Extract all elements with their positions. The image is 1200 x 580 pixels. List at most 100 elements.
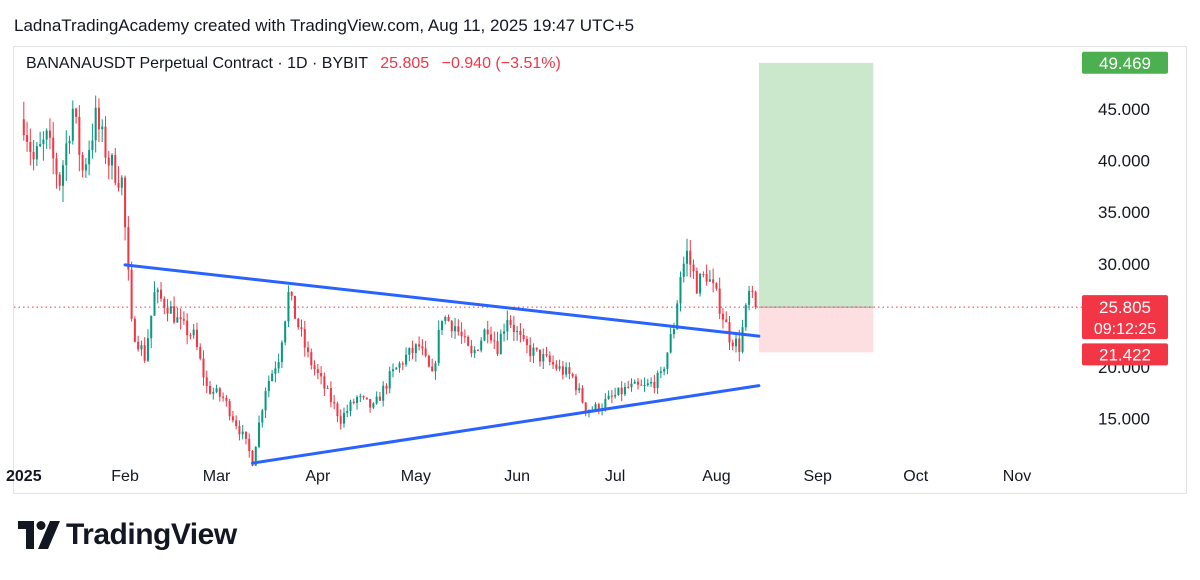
candle: [169, 300, 172, 314]
candle: [689, 239, 692, 278]
candle-body: [686, 250, 689, 264]
candle: [418, 336, 421, 351]
candle-body: [199, 347, 202, 359]
price-label-target[interactable]: [1082, 51, 1168, 74]
candle-body: [506, 319, 509, 332]
candle-body: [42, 139, 45, 145]
candle-body: [525, 338, 528, 346]
candle-body: [212, 391, 215, 394]
target-zone[interactable]: [758, 62, 874, 308]
candle: [323, 372, 326, 397]
price-label-stop[interactable]: [1082, 343, 1168, 366]
candle: [535, 347, 538, 352]
candle: [454, 317, 457, 339]
candle: [274, 361, 277, 383]
price-label-current[interactable]: [1082, 295, 1168, 340]
candle-body: [676, 303, 679, 330]
candle: [617, 387, 620, 396]
candle-body: [261, 410, 264, 423]
candle-body: [182, 319, 185, 321]
candle: [405, 347, 408, 367]
candle-body: [382, 385, 385, 401]
candle-body: [146, 338, 149, 361]
candle: [218, 387, 221, 402]
candle: [362, 395, 365, 400]
candle-body: [434, 363, 437, 372]
candle-body: [735, 338, 738, 347]
candle: [117, 166, 120, 192]
candle: [463, 329, 466, 343]
candle: [623, 382, 626, 397]
candle-body: [264, 391, 267, 411]
candle-body: [516, 331, 519, 333]
candle-body: [26, 135, 29, 142]
candle: [75, 107, 78, 124]
descending-trendline[interactable]: [123, 263, 761, 338]
symbol-legend[interactable]: BANANAUSDT Perpetual Contract · 1D · BYB…: [26, 55, 561, 73]
candle: [372, 402, 375, 410]
candle: [160, 281, 163, 302]
candle-body: [84, 164, 87, 171]
candle: [78, 105, 81, 172]
price-label-text: 25.805: [1099, 298, 1151, 317]
candle: [744, 303, 747, 331]
candle-body: [238, 426, 241, 435]
candle: [529, 337, 532, 362]
candle: [195, 322, 198, 351]
price-label-text: 21.422: [1099, 345, 1151, 364]
candle: [666, 352, 669, 375]
candle-body: [107, 157, 110, 166]
candle: [293, 295, 296, 319]
candle: [751, 285, 754, 299]
candle-body: [329, 387, 332, 403]
candle: [503, 323, 506, 342]
position-zones: [14, 62, 1082, 353]
x-tick-label: Feb: [111, 468, 139, 485]
tradingview-brand[interactable]: TradingView: [18, 518, 237, 552]
candle: [434, 360, 437, 380]
candle: [565, 362, 568, 378]
candle-body: [333, 402, 336, 404]
stop-zone[interactable]: [758, 307, 874, 353]
candle: [359, 393, 362, 403]
candle-body: [267, 381, 270, 392]
candle: [574, 373, 577, 396]
y-tick-label: 45.000: [1098, 100, 1150, 119]
candle: [470, 339, 473, 358]
candle-body: [744, 304, 747, 328]
candle: [640, 379, 643, 386]
candle: [483, 328, 486, 342]
candle: [388, 366, 391, 394]
candle: [284, 320, 287, 346]
candle: [630, 378, 633, 392]
candle: [97, 98, 100, 142]
candle: [650, 377, 653, 387]
candle: [264, 387, 267, 419]
candle-body: [715, 283, 718, 289]
candle-body: [718, 288, 721, 314]
candle-body: [156, 289, 159, 293]
ascending-trendline[interactable]: [250, 384, 761, 465]
candle-body: [124, 177, 127, 228]
candle-body: [565, 367, 568, 375]
candle: [173, 296, 176, 324]
candle-body: [460, 331, 463, 337]
candle-body: [293, 295, 296, 319]
candle-body: [607, 395, 610, 400]
candle-body: [656, 372, 659, 388]
candle-body: [110, 154, 114, 166]
candle-body: [326, 387, 329, 389]
candle-body: [143, 345, 146, 361]
candle-body: [258, 422, 261, 447]
candle-body: [117, 182, 120, 188]
candle: [382, 381, 385, 407]
candle-body: [594, 404, 597, 410]
x-tick-label: Mar: [203, 468, 231, 485]
candle: [316, 363, 319, 380]
candle: [114, 148, 117, 186]
candle-body: [663, 368, 666, 372]
x-tick-label: Oct: [903, 468, 928, 485]
candle: [440, 320, 444, 336]
candle: [244, 431, 247, 445]
